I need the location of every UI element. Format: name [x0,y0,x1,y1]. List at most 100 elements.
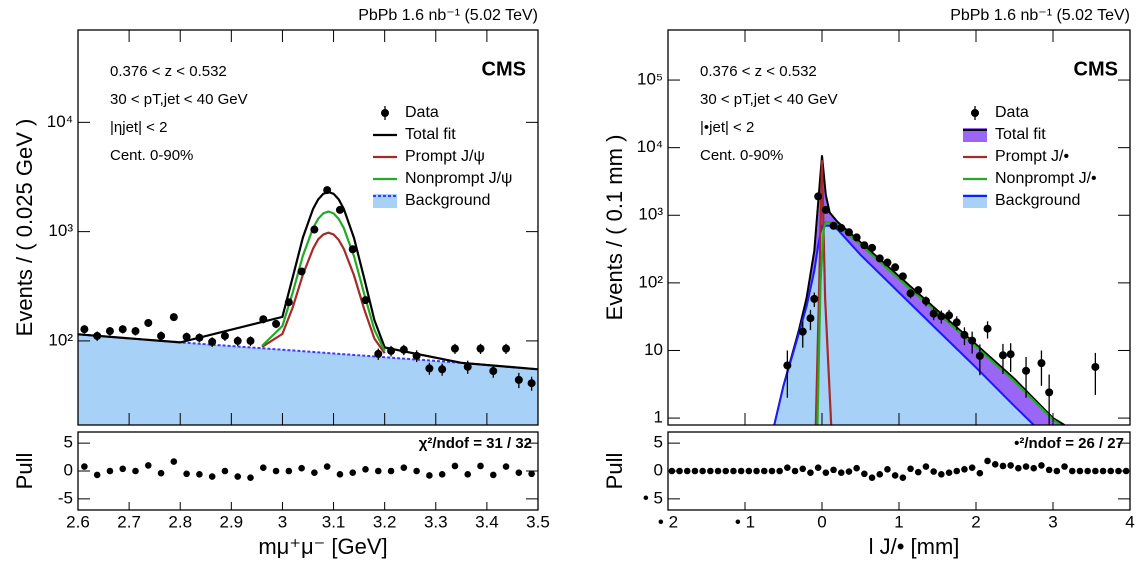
legend-marker [963,194,987,208]
pull-point [528,470,535,478]
data-point [502,344,511,353]
data-point [945,311,954,320]
pull-point [707,467,714,475]
pull-point [183,470,190,478]
pull-point [170,458,178,465]
annotation: 0.376 < z < 0.532 [110,63,227,80]
data-point [348,245,357,254]
pull-point [438,471,446,478]
pull-point [868,474,876,481]
header: PbPb 1.6 nb⁻¹ (5.02 TeV) [358,7,538,24]
x-tick-label: 3 [1048,512,1057,531]
x-axis-label: l J/• [mm] [869,534,960,559]
pull-point [837,469,845,476]
pull-point [157,469,165,477]
data-point [1045,388,1054,397]
curve [814,160,833,425]
data-point [80,325,89,334]
y-tick-label: 10² [638,272,663,291]
pull-point [791,467,799,475]
annotation: |•jet| < 2 [700,119,754,136]
y-tick-label: 10³ [638,205,663,224]
pull-point [814,464,822,471]
data-point [335,205,344,214]
legend-marker [971,109,979,117]
pull-point [336,471,344,478]
pull-point [737,467,745,475]
pull-point [311,469,318,476]
pull-point [884,466,891,473]
data-point [806,314,815,323]
data-point [810,294,819,303]
data-point [208,337,217,346]
data-point [829,221,838,230]
pull-point [922,463,930,470]
pull-point [945,469,953,476]
data-point [1022,366,1031,375]
y-tick-label: 5 [654,433,663,452]
pull-point [714,467,722,475]
data-point [284,298,293,307]
pull-point [1061,463,1068,470]
legend-label: Data [995,104,1029,121]
x-tick-label: 1 [894,512,903,531]
pull-point [119,465,127,473]
y-axis-label: Pull [602,453,627,490]
legend-marker [373,194,397,208]
data-point [783,361,792,370]
pull-point [221,467,229,475]
axes-frame [77,29,539,426]
pull-point [106,467,114,475]
curve [261,210,386,352]
pull-point [876,471,884,478]
data-point [921,296,930,305]
data-point [527,379,536,388]
pull-point [968,464,976,471]
pull-point [81,463,88,470]
y-axis-label: Pull [12,453,37,490]
area [774,225,1034,425]
annotation: 30 < pT,jet < 40 GeV [110,91,248,108]
data-point [844,228,853,237]
data-point [929,309,938,318]
pull-point [853,464,860,472]
y-tick-label: 10³ [48,221,73,240]
x-tick-label: 3.5 [526,512,550,531]
pull-point [1022,463,1030,470]
data-point [875,254,884,263]
legend-label: Prompt J/ψ [405,148,485,165]
y-tick-label: • 5 [643,488,663,507]
pull-point [93,471,101,479]
pull-point [691,467,699,475]
data-point [374,349,383,358]
annotation: 0.376 < z < 0.532 [700,63,817,80]
fit-quality: •²/ndof = 26 / 27 [1014,435,1124,452]
data-point [463,362,472,371]
data-point [489,367,498,376]
x-tick-label: • 2 [658,512,678,531]
pull-point [899,474,907,481]
pull-point [1015,464,1022,472]
pull-point [676,467,683,475]
pull-point [976,469,984,477]
pull-point [953,467,961,475]
annotation: Cent. 0-90% [700,147,783,164]
legend-label: Total fit [995,126,1046,143]
pull-point [400,464,408,471]
pull-point [477,462,484,470]
axes-frame [667,431,1131,511]
data-point [476,344,485,353]
data-point [821,205,830,214]
header: PbPb 1.6 nb⁻¹ (5.02 TeV) [950,7,1130,24]
pull-point [984,457,991,465]
pull-point [1030,464,1038,472]
data-point [798,327,807,336]
pull-point [515,469,523,476]
y-tick-label: 10⁴ [47,112,73,131]
pull-point [1099,467,1107,475]
pull-point [991,461,999,468]
pull-point [730,467,737,475]
x-tick-label: 2.9 [220,512,244,531]
pull-point [753,467,760,475]
